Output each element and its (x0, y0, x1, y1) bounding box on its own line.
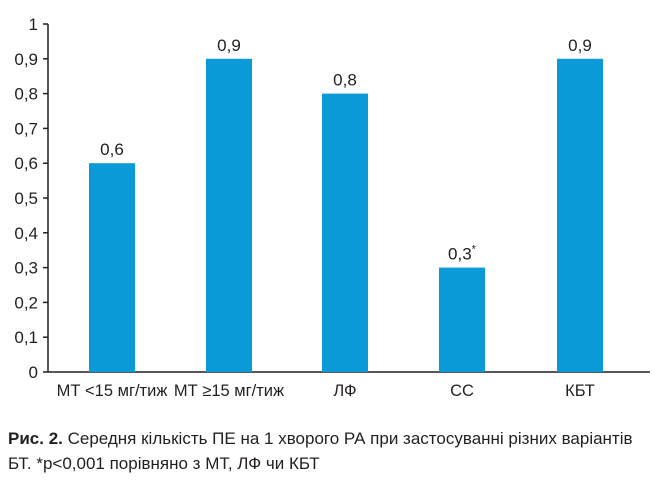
x-tick-label: МТ ≥15 мг/тиж (174, 382, 284, 400)
y-tick-label: 0,2 (14, 293, 38, 312)
y-tick-label: 0 (29, 363, 38, 382)
data-label: 0,3* (448, 244, 477, 264)
bars (89, 58, 603, 373)
bar (206, 58, 252, 373)
y-tick-label: 0,9 (14, 50, 38, 69)
y-tick-label: 0,4 (14, 224, 38, 243)
bar (89, 163, 135, 372)
y-tick-label: 0,1 (14, 328, 38, 347)
x-tick-label: КБТ (565, 382, 595, 400)
y-tick-label: 0,6 (14, 154, 38, 173)
figure-caption: Рис. 2. Середня кількість ПЕ на 1 хворог… (8, 426, 648, 476)
x-tick-label: СС (450, 382, 474, 400)
data-label: 0,9 (568, 36, 592, 55)
caption-text: Середня кількість ПЕ на 1 хворого РА при… (8, 429, 633, 473)
y-tick-label: 1 (29, 15, 38, 34)
y-tick-label: 0,7 (14, 119, 38, 138)
y-tick-label: 0,3 (14, 259, 38, 278)
bar-chart: 00,10,20,30,40,50,60,70,80,91 0,60,90,80… (14, 15, 650, 400)
value-labels: 0,6 0,9 0,8 0,3* 0,9 (100, 36, 592, 264)
x-tick-label: МТ <15 мг/тиж (57, 382, 168, 400)
data-label: 0,8 (333, 71, 357, 90)
bar (322, 93, 368, 372)
caption-prefix: Рис. 2. (8, 429, 63, 448)
data-label: 0,6 (100, 140, 124, 159)
significance-marker: * (472, 244, 477, 256)
bar (439, 267, 485, 372)
y-tick-label: 0,5 (14, 189, 38, 208)
bar (557, 58, 603, 373)
data-label: 0,9 (217, 36, 241, 55)
y-axis: 0 0,1 0,2 0,3 0,4 0,5 0,6 0,7 0,8 0,9 1 (14, 15, 650, 382)
category-labels: МТ <15 мг/тиж МТ ≥15 мг/тиж ЛФ СС КБТ (57, 382, 595, 400)
y-tick-label: 0,8 (14, 85, 38, 104)
x-tick-label: ЛФ (333, 382, 356, 400)
